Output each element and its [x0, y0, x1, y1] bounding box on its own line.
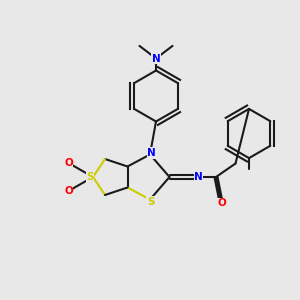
Text: O: O [64, 185, 73, 196]
Text: N: N [194, 172, 203, 182]
Text: N: N [147, 148, 156, 158]
Text: N: N [152, 53, 160, 64]
Text: O: O [64, 158, 73, 169]
Text: O: O [218, 198, 226, 208]
Text: S: S [86, 172, 94, 182]
Text: S: S [147, 197, 154, 207]
